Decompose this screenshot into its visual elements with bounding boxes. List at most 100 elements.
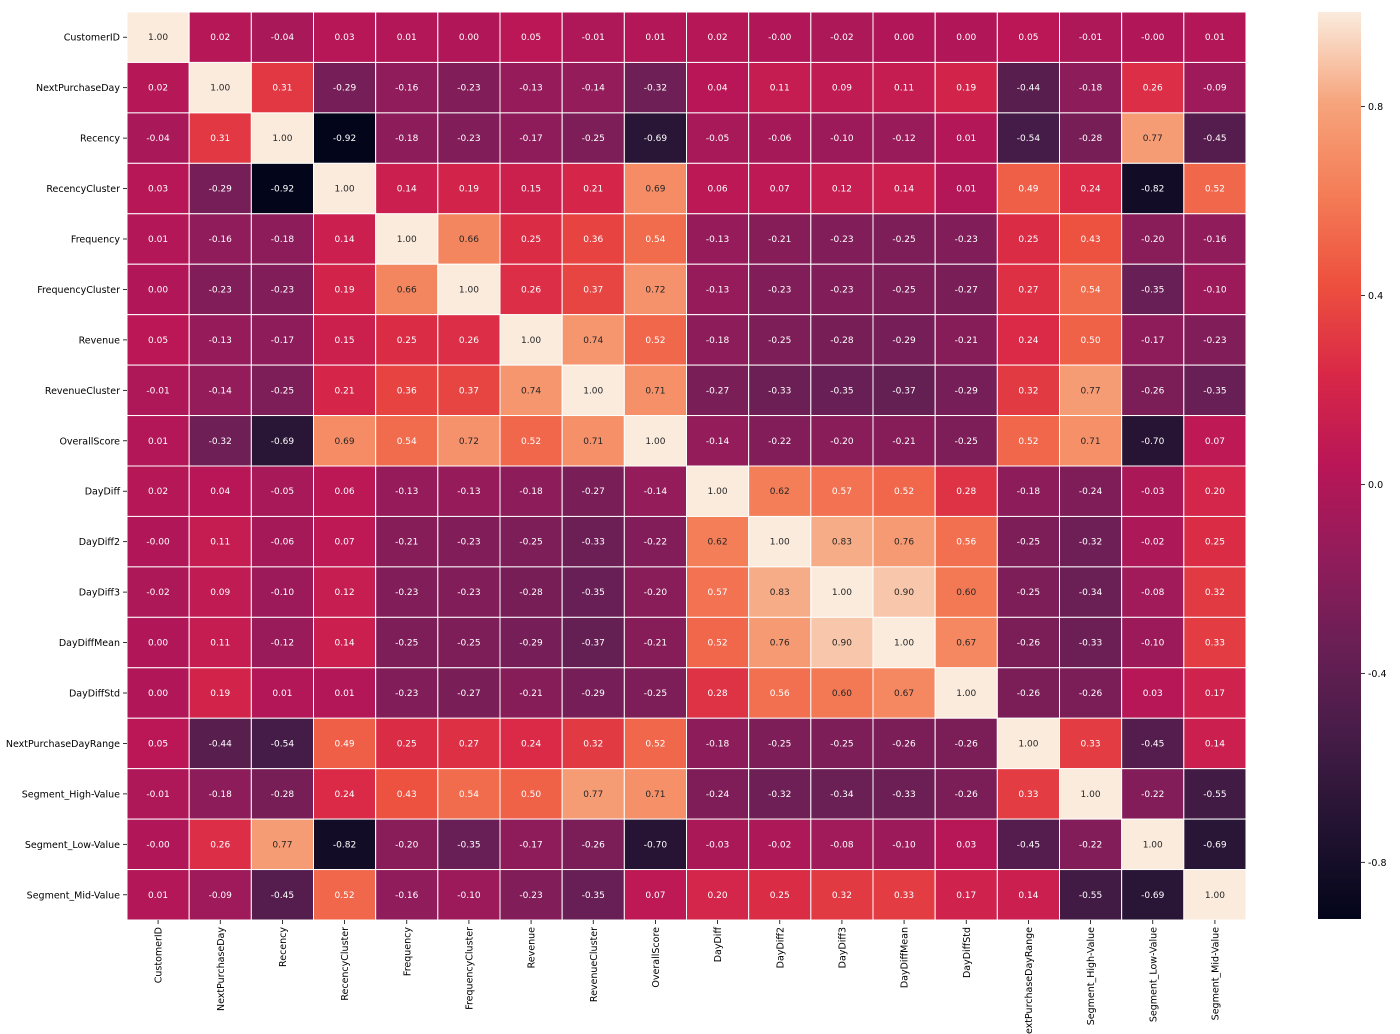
cell-value-label: -0.44 xyxy=(1017,84,1041,94)
heatmap-cell xyxy=(810,818,874,871)
heatmap-cell xyxy=(686,768,750,820)
cell-value-label: -0.01 xyxy=(1079,33,1102,43)
heatmap-cell xyxy=(561,768,625,820)
cell-value-label: -0.45 xyxy=(1203,134,1226,144)
heatmap-cell xyxy=(250,616,314,669)
cell-value-label: -0.29 xyxy=(892,336,916,346)
heatmap-cell xyxy=(934,314,998,366)
heatmap-cell xyxy=(810,768,874,820)
heatmap-cell xyxy=(1059,364,1123,417)
heatmap-cell xyxy=(810,667,874,719)
column-label: CustomerID xyxy=(154,927,165,983)
heatmap-cell xyxy=(748,465,812,517)
cell-value-label: -0.26 xyxy=(1017,689,1041,699)
cell-value-label: -0.21 xyxy=(519,689,542,699)
heatmap-cell xyxy=(686,415,750,467)
cell-value-label: 0.24 xyxy=(335,790,355,800)
cell-value-label: 0.56 xyxy=(770,689,790,699)
column-label: OverallScore xyxy=(651,927,662,988)
cell-value-label: -0.26 xyxy=(955,790,979,800)
cell-value-label: 0.57 xyxy=(708,588,728,598)
heatmap-cell xyxy=(810,11,874,63)
cell-value-label: 0.71 xyxy=(583,437,603,447)
cell-value-label: -0.37 xyxy=(892,386,915,396)
cell-value-label: 0.04 xyxy=(708,84,728,94)
colorbar-gradient xyxy=(1318,12,1361,919)
heatmap-cell xyxy=(499,263,563,316)
column-label: DayDiff2 xyxy=(775,927,786,968)
heatmap-cell xyxy=(996,667,1060,719)
cell-value-label: 0.19 xyxy=(335,285,355,295)
cell-value-label: -0.25 xyxy=(1017,538,1040,548)
cell-value-label: 0.07 xyxy=(1205,437,1225,447)
heatmap-cell xyxy=(188,61,252,114)
cell-value-label: 0.00 xyxy=(894,33,914,43)
heatmap-cell xyxy=(188,415,252,467)
cell-value-label: -0.35 xyxy=(830,386,853,396)
heatmap-cell xyxy=(313,566,377,618)
cell-value-label: -0.13 xyxy=(395,487,418,497)
cell-value-label: -0.28 xyxy=(519,588,543,598)
cell-value-label: 0.05 xyxy=(148,336,168,346)
heatmap-cell xyxy=(375,61,439,114)
cell-value-label: 0.03 xyxy=(335,33,355,43)
cell-value-label: 1.00 xyxy=(459,285,479,295)
heatmap-cell xyxy=(437,717,501,770)
heatmap-cell xyxy=(623,213,687,265)
heatmap-cell xyxy=(934,515,998,568)
heatmap-cell xyxy=(748,61,812,114)
cell-value-label: 0.71 xyxy=(1081,437,1101,447)
row-label: Segment_Low-Value xyxy=(25,840,120,851)
cell-value-label: 0.15 xyxy=(335,336,355,346)
heatmap-cell xyxy=(748,616,812,669)
column-label: FrequencyCluster xyxy=(464,927,475,1010)
heatmap-cell xyxy=(996,515,1060,568)
cell-value-label: 0.02 xyxy=(210,33,230,43)
heatmap-cell xyxy=(872,465,936,517)
cell-value-label: 0.04 xyxy=(210,487,230,497)
heatmap-cell xyxy=(623,616,687,669)
heatmap-cell xyxy=(561,11,625,63)
cell-value-label: -0.03 xyxy=(1141,487,1164,497)
cell-value-label: 0.56 xyxy=(956,538,976,548)
cell-value-label: 0.33 xyxy=(894,891,914,901)
cell-value-label: 0.72 xyxy=(459,437,479,447)
cell-value-label: -0.22 xyxy=(1141,790,1164,800)
row-label: Segment_Mid-Value xyxy=(27,890,120,901)
heatmap-cell xyxy=(1183,314,1247,366)
cell-value-label: 0.01 xyxy=(397,33,417,43)
heatmap-cell xyxy=(934,616,998,669)
cell-value-label: 0.05 xyxy=(1018,33,1038,43)
row-label: DayDiff3 xyxy=(79,588,120,599)
cell-value-label: -0.92 xyxy=(271,185,294,195)
cell-value-label: -0.08 xyxy=(830,840,854,850)
cell-value-label: 0.67 xyxy=(894,689,914,699)
column-label: Segment_Mid-Value xyxy=(1210,927,1221,1020)
cell-value-label: 0.02 xyxy=(148,487,168,497)
heatmap-cell xyxy=(126,213,190,265)
cell-value-label: -0.69 xyxy=(1203,840,1227,850)
cell-value-label: -0.23 xyxy=(955,235,978,245)
cell-value-label: 1.00 xyxy=(645,437,665,447)
cell-value-label: 1.00 xyxy=(148,33,168,43)
cell-value-label: 0.01 xyxy=(645,33,665,43)
heatmap-cell xyxy=(313,869,377,921)
heatmap-cell xyxy=(872,162,936,215)
heatmap-cell xyxy=(686,61,750,114)
heatmap-cell xyxy=(1183,667,1247,719)
heatmap-cell xyxy=(872,61,936,114)
cell-value-label: -0.01 xyxy=(582,33,605,43)
cell-value-label: -0.35 xyxy=(582,588,605,598)
heatmap-cell xyxy=(623,717,687,770)
cell-value-label: -0.18 xyxy=(706,336,730,346)
heatmap-cell xyxy=(1121,667,1185,719)
cell-value-label: -0.25 xyxy=(1017,588,1040,598)
heatmap-cell xyxy=(1121,818,1185,871)
heatmap-cell xyxy=(748,818,812,871)
cell-value-label: -0.05 xyxy=(271,487,294,497)
heatmap-cell xyxy=(934,768,998,820)
cell-value-label: 0.66 xyxy=(459,235,479,245)
heatmap-cell xyxy=(810,213,874,265)
cell-value-label: -0.10 xyxy=(1203,285,1227,295)
